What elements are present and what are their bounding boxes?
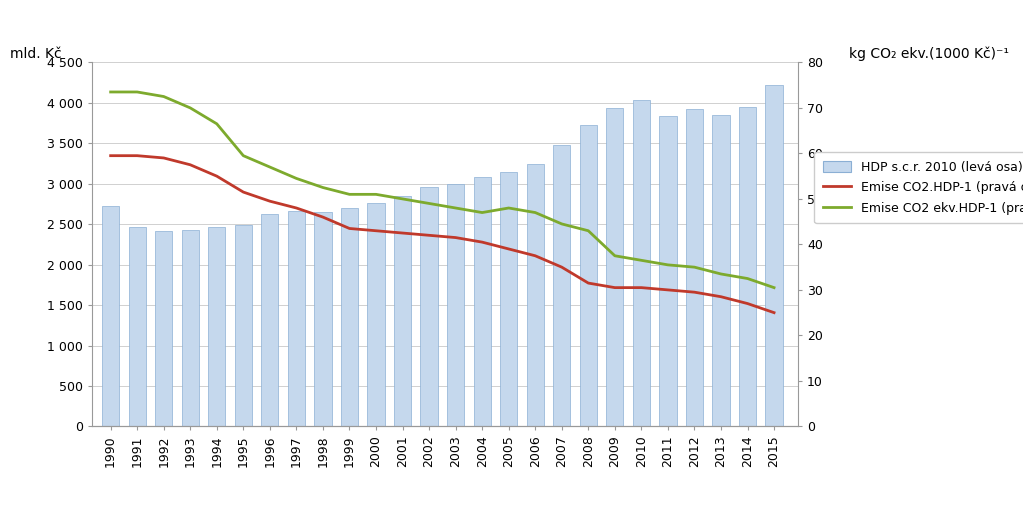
Bar — [182, 230, 198, 426]
Bar — [685, 109, 703, 426]
Bar — [580, 125, 597, 426]
Bar — [234, 225, 252, 426]
Bar — [765, 85, 783, 426]
Bar — [633, 100, 650, 426]
Bar — [341, 208, 358, 426]
Bar — [447, 184, 464, 426]
Bar — [394, 196, 411, 426]
Bar — [367, 203, 385, 426]
Text: kg CO₂ ekv.(1000 Kč)⁻¹: kg CO₂ ekv.(1000 Kč)⁻¹ — [849, 47, 1009, 61]
Bar — [527, 164, 544, 426]
Bar — [500, 173, 518, 426]
Bar — [208, 227, 225, 426]
Bar — [739, 107, 756, 426]
Bar — [314, 212, 331, 426]
Legend: HDP s.c.r. 2010 (levá osa), Emise CO2.HDP-1 (pravá osa), Emise CO2 ekv.HDP-1 (pr: HDP s.c.r. 2010 (levá osa), Emise CO2.HD… — [814, 152, 1023, 224]
Bar — [155, 231, 172, 426]
Text: mld. Kč: mld. Kč — [10, 47, 61, 61]
Bar — [261, 214, 278, 426]
Bar — [129, 227, 146, 426]
Bar — [553, 145, 571, 426]
Bar — [287, 211, 305, 426]
Bar — [712, 115, 729, 426]
Bar — [102, 206, 120, 426]
Bar — [607, 108, 623, 426]
Bar — [420, 187, 438, 426]
Bar — [474, 177, 491, 426]
Bar — [659, 116, 676, 426]
